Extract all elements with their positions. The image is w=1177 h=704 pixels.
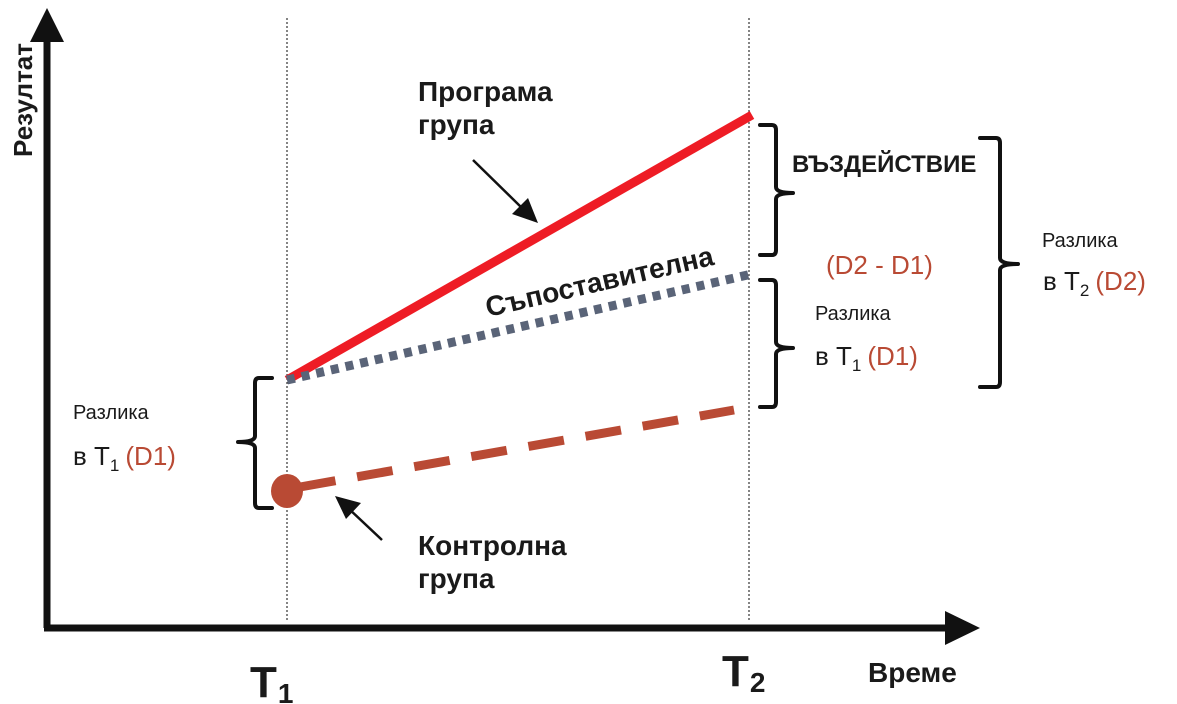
impact-label: ВЪЗДЕЙСТВИЕ bbox=[792, 150, 976, 178]
right-diff-label: Разлика bbox=[815, 303, 892, 325]
d2-bracket bbox=[978, 136, 1020, 389]
y-axis-arrow-icon bbox=[30, 8, 64, 42]
d2-label: в T2 (D2) bbox=[1043, 266, 1146, 300]
t2-label: T2 bbox=[722, 647, 765, 698]
program-group-line bbox=[284, 111, 755, 384]
control-pointer-line bbox=[347, 507, 383, 541]
x-axis-arrow-icon bbox=[945, 611, 980, 645]
d2-diff-label: Разлика bbox=[1042, 230, 1119, 252]
x-axis-label: Време bbox=[868, 657, 957, 688]
left-d1-bracket bbox=[236, 376, 274, 510]
program-pointer-line bbox=[472, 159, 524, 210]
left-d1-label: в T1 (D1) bbox=[73, 441, 176, 475]
y-axis-label: Резултат bbox=[8, 43, 38, 157]
comparison-line bbox=[285, 269, 754, 385]
right-d1-label: в T1 (D1) bbox=[815, 341, 918, 375]
left-diff-label: Разлика bbox=[73, 402, 150, 424]
impact-bracket bbox=[758, 123, 795, 257]
control-group-line bbox=[299, 405, 735, 492]
control-start-point bbox=[271, 474, 303, 508]
control-group-label: Контролна група bbox=[418, 530, 574, 594]
program-pointer-arrow-icon bbox=[512, 198, 538, 223]
t1-label: T1 bbox=[250, 658, 293, 704]
right-d1-bracket bbox=[758, 278, 795, 409]
impact-formula: (D2 - D1) bbox=[826, 250, 933, 280]
control-pointer-arrow-icon bbox=[335, 496, 361, 519]
program-group-label: Програма група bbox=[418, 76, 560, 140]
